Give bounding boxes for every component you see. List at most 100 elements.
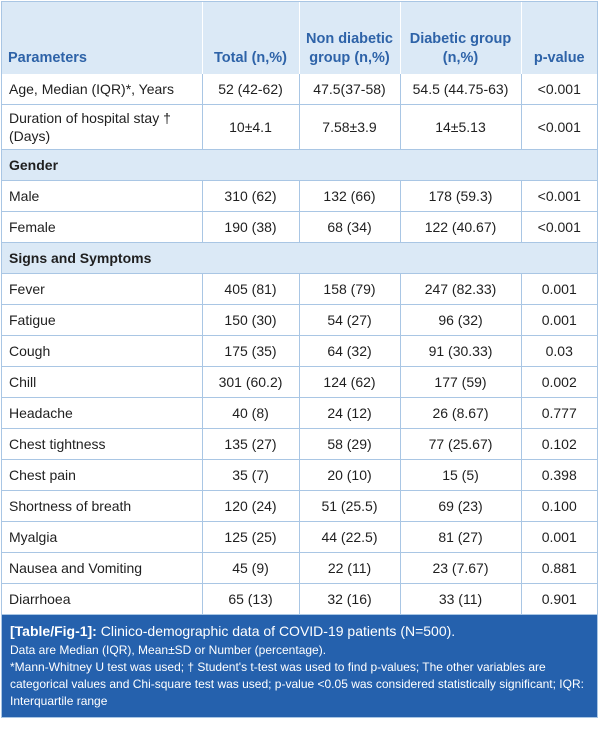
section-row: Gender	[2, 149, 597, 181]
p-value-cell: 0.777	[521, 397, 597, 429]
diabetic-cell: 26 (8.67)	[400, 397, 522, 429]
data-table: Parameters Total (n,%) Non diabetic grou…	[2, 2, 597, 615]
diabetic-cell: 81 (27)	[400, 521, 522, 553]
parameter-cell: Diarrhoea	[2, 583, 203, 615]
parameter-cell: Fever	[2, 273, 203, 305]
total-cell: 45 (9)	[202, 552, 300, 584]
table-row: Female 190 (38) 68 (34) 122 (40.67) <0.001	[2, 211, 597, 243]
diabetic-cell: 14±5.13	[400, 104, 522, 150]
non-diabetic-cell: 68 (34)	[299, 211, 401, 243]
diabetic-cell: 91 (30.33)	[400, 335, 522, 367]
p-value-cell: <0.001	[521, 211, 597, 243]
table-body: Age, Median (IQR)*, Years 52 (42-62) 47.5(…	[2, 74, 597, 615]
table-row: Diarrhoea 65 (13) 32 (16) 33 (11) 0.901	[2, 583, 597, 615]
non-diabetic-cell: 22 (11)	[299, 552, 401, 584]
parameter-cell: Shortness of breath	[2, 490, 203, 522]
p-value-cell: <0.001	[521, 104, 597, 150]
table-row: Chill 301 (60.2) 124 (62) 177 (59) 0.002	[2, 366, 597, 398]
p-value-cell: 0.002	[521, 366, 597, 398]
p-value-cell: 0.001	[521, 304, 597, 336]
table-header-row: Parameters Total (n,%) Non diabetic grou…	[2, 2, 597, 74]
section-label: Gender	[2, 149, 597, 181]
diabetic-cell: 177 (59)	[400, 366, 522, 398]
parameter-cell: Headache	[2, 397, 203, 429]
table-row: Duration of hospital stay † (Days) 10±4.1…	[2, 104, 597, 150]
table-row: Fatigue 150 (30) 54 (27) 96 (32) 0.001	[2, 304, 597, 336]
non-diabetic-cell: 32 (16)	[299, 583, 401, 615]
table-row: Headache 40 (8) 24 (12) 26 (8.67) 0.777	[2, 397, 597, 429]
non-diabetic-cell: 64 (32)	[299, 335, 401, 367]
non-diabetic-cell: 44 (22.5)	[299, 521, 401, 553]
header-parameters: Parameters	[2, 2, 203, 74]
caption-title: [Table/Fig-1]: Clinico-demographic data …	[10, 621, 589, 641]
total-cell: 190 (38)	[202, 211, 300, 243]
total-cell: 52 (42-62)	[202, 74, 300, 105]
table-row: Cough 175 (35) 64 (32) 91 (30.33) 0.03	[2, 335, 597, 367]
diabetic-cell: 54.5 (44.75-63)	[400, 74, 522, 105]
table-row: Chest tightness 135 (27) 58 (29) 77 (25.67)…	[2, 428, 597, 460]
parameter-cell: Duration of hospital stay † (Days)	[2, 104, 203, 150]
table-row: Fever 405 (81) 158 (79) 247 (82.33) 0.001	[2, 273, 597, 305]
diabetic-cell: 122 (40.67)	[400, 211, 522, 243]
total-cell: 65 (13)	[202, 583, 300, 615]
table-row: Nausea and Vomiting 45 (9) 22 (11) 23 (7.67…	[2, 552, 597, 584]
total-cell: 40 (8)	[202, 397, 300, 429]
caption-title-text: Clinico-demographic data of COVID-19 pat…	[96, 623, 456, 639]
p-value-cell: <0.001	[521, 74, 597, 105]
parameter-cell: Female	[2, 211, 203, 243]
section-row: Signs and Symptoms	[2, 242, 597, 274]
table-caption: [Table/Fig-1]: Clinico-demographic data …	[2, 615, 597, 717]
parameter-cell: Male	[2, 180, 203, 212]
total-cell: 120 (24)	[202, 490, 300, 522]
p-value-cell: 0.001	[521, 521, 597, 553]
p-value-cell: 0.100	[521, 490, 597, 522]
p-value-cell: 0.03	[521, 335, 597, 367]
diabetic-cell: 33 (11)	[400, 583, 522, 615]
total-cell: 135 (27)	[202, 428, 300, 460]
total-cell: 150 (30)	[202, 304, 300, 336]
non-diabetic-cell: 7.58±3.9	[299, 104, 401, 150]
parameter-cell: Fatigue	[2, 304, 203, 336]
parameter-cell: Age, Median (IQR)*, Years	[2, 74, 203, 105]
p-value-cell: 0.102	[521, 428, 597, 460]
table-row: Chest pain 35 (7) 20 (10) 15 (5) 0.398	[2, 459, 597, 491]
total-cell: 301 (60.2)	[202, 366, 300, 398]
diabetic-cell: 178 (59.3)	[400, 180, 522, 212]
total-cell: 125 (25)	[202, 521, 300, 553]
parameter-cell: Myalgia	[2, 521, 203, 553]
header-total: Total (n,%)	[202, 2, 300, 74]
total-cell: 35 (7)	[202, 459, 300, 491]
p-value-cell: 0.001	[521, 273, 597, 305]
table-row: Age, Median (IQR)*, Years 52 (42-62) 47.5(…	[2, 74, 597, 105]
non-diabetic-cell: 51 (25.5)	[299, 490, 401, 522]
diabetic-cell: 77 (25.67)	[400, 428, 522, 460]
diabetic-cell: 96 (32)	[400, 304, 522, 336]
p-value-cell: 0.901	[521, 583, 597, 615]
non-diabetic-cell: 124 (62)	[299, 366, 401, 398]
p-value-cell: <0.001	[521, 180, 597, 212]
diabetic-cell: 69 (23)	[400, 490, 522, 522]
non-diabetic-cell: 54 (27)	[299, 304, 401, 336]
table-row: Myalgia 125 (25) 44 (22.5) 81 (27) 0.001	[2, 521, 597, 553]
parameter-cell: Chest tightness	[2, 428, 203, 460]
non-diabetic-cell: 158 (79)	[299, 273, 401, 305]
non-diabetic-cell: 47.5(37-58)	[299, 74, 401, 105]
diabetic-cell: 247 (82.33)	[400, 273, 522, 305]
parameter-cell: Cough	[2, 335, 203, 367]
total-cell: 310 (62)	[202, 180, 300, 212]
parameter-cell: Chest pain	[2, 459, 203, 491]
total-cell: 175 (35)	[202, 335, 300, 367]
non-diabetic-cell: 24 (12)	[299, 397, 401, 429]
caption-label: [Table/Fig-1]:	[10, 623, 97, 639]
header-non-diabetic: Non diabetic group (n,%)	[299, 2, 401, 74]
parameter-cell: Chill	[2, 366, 203, 398]
table-row: Shortness of breath 120 (24) 51 (25.5) 69 (…	[2, 490, 597, 522]
header-diabetic: Diabetic group (n,%)	[400, 2, 522, 74]
non-diabetic-cell: 58 (29)	[299, 428, 401, 460]
p-value-cell: 0.398	[521, 459, 597, 491]
non-diabetic-cell: 20 (10)	[299, 459, 401, 491]
table-row: Male 310 (62) 132 (66) 178 (59.3) <0.001	[2, 180, 597, 212]
diabetic-cell: 15 (5)	[400, 459, 522, 491]
total-cell: 405 (81)	[202, 273, 300, 305]
